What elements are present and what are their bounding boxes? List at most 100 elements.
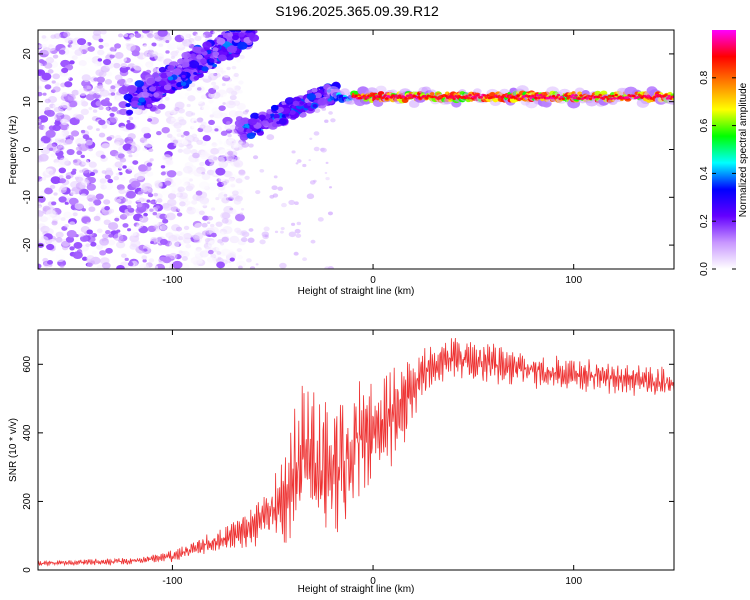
heatmap-cell [49, 184, 56, 190]
heatmap-cell [63, 61, 69, 66]
heatmap-cell [146, 199, 151, 203]
heatmap-cell [101, 170, 107, 174]
heatmap-cell [310, 239, 316, 244]
heatmap-cell [127, 165, 135, 171]
heatmap-cell [63, 211, 73, 219]
heatmap-cell [130, 231, 137, 237]
heatmap-cell [247, 118, 258, 126]
heatmap-cell [306, 93, 317, 101]
heatmap-cell [59, 178, 67, 184]
heatmap-cell [64, 37, 72, 44]
heatmap-cell [221, 248, 231, 256]
heatmap-cell [51, 220, 58, 226]
colorbar-tick-label: 0.8 [699, 70, 710, 84]
heatmap-cell [49, 147, 54, 151]
heatmap-cell [176, 171, 183, 176]
heatmap-cell [131, 50, 140, 57]
heatmap-cell [143, 248, 148, 252]
heatmap-cell [170, 206, 179, 212]
heatmap-cell [175, 193, 181, 197]
snr-y-tick-label: 0 [22, 567, 33, 573]
heatmap-cell [82, 134, 90, 140]
heatmap-cell [86, 255, 95, 262]
heatmap-cell [551, 94, 556, 98]
heatmap-cell [236, 248, 242, 253]
heatmap-cell [320, 147, 327, 153]
heatmap-cell [134, 116, 140, 120]
heatmap-cell [107, 239, 116, 246]
heatmap-cell [158, 66, 167, 73]
heatmap-cell [202, 135, 211, 142]
heatmap-cell [250, 112, 260, 120]
heatmap-cell [192, 152, 200, 159]
heatmap-cell [118, 33, 124, 38]
heatmap-cell [118, 101, 128, 109]
heatmap-cell [100, 143, 111, 152]
heatmap-cell [38, 59, 45, 64]
heatmap-cell [208, 262, 217, 269]
heatmap-cell [38, 55, 42, 60]
heatmap-cell [270, 104, 279, 111]
heatmap-cell [324, 266, 331, 269]
heatmap-cell [535, 94, 540, 97]
heatmap-cell [207, 69, 213, 73]
heatmap-cell [114, 74, 123, 81]
heatmap-cell [81, 208, 86, 212]
heatmap-cell [389, 96, 394, 99]
heatmap-cell [484, 96, 488, 99]
heatmap-cell [146, 162, 153, 167]
heatmap-cell [66, 230, 77, 238]
spectrogram-x-tick-label: 100 [565, 275, 582, 286]
heatmap-cell [154, 109, 161, 114]
heatmap-cell [57, 37, 66, 44]
heatmap-cell [632, 94, 636, 98]
heatmap-cell [218, 141, 223, 145]
heatmap-cell [407, 96, 411, 100]
heatmap-cell [556, 93, 561, 97]
heatmap-cell [80, 99, 86, 104]
heatmap-cell [425, 96, 429, 100]
heatmap-cell [90, 154, 96, 158]
heatmap-cell [241, 141, 250, 148]
heatmap-cell [116, 229, 121, 233]
heatmap-cell [96, 76, 105, 83]
heatmap-cell [48, 44, 53, 48]
heatmap-cell [222, 71, 231, 78]
heatmap-cell [169, 240, 180, 249]
heatmap-cell [272, 193, 279, 198]
heatmap-cell [62, 245, 69, 251]
heatmap-cell [148, 258, 155, 263]
heatmap-cell [279, 262, 287, 269]
heatmap-cell [222, 48, 228, 53]
heatmap-cell [152, 221, 160, 227]
heatmap-cell [52, 147, 60, 154]
heatmap-cell [91, 250, 97, 255]
heatmap-cell [258, 114, 266, 121]
heatmap-cell [62, 133, 69, 139]
heatmap-cell [244, 175, 250, 180]
heatmap-cell [186, 206, 197, 215]
heatmap-cell [78, 233, 85, 238]
heatmap-cell [114, 43, 122, 49]
heatmap-cell [210, 232, 217, 238]
heatmap-cell [86, 125, 93, 130]
heatmap-cell [201, 109, 209, 115]
heatmap-cell [201, 171, 206, 175]
heatmap-cell [201, 152, 207, 157]
heatmap-cell [48, 170, 56, 176]
heatmap-cell [59, 264, 65, 269]
heatmap-cell [209, 58, 215, 63]
heatmap-cell [102, 233, 110, 239]
heatmap-cell [72, 251, 83, 260]
heatmap-cell [96, 228, 103, 234]
heatmap-cell [177, 148, 184, 153]
heatmap-cell [242, 23, 251, 30]
heatmap-cell [601, 97, 606, 100]
heatmap-cell [237, 26, 241, 29]
heatmap-cell [157, 30, 168, 37]
heatmap-cell [177, 206, 184, 212]
heatmap-cell [71, 89, 80, 96]
heatmap-cell [330, 118, 336, 123]
heatmap-cell [233, 159, 244, 168]
heatmap-cell [229, 257, 235, 262]
